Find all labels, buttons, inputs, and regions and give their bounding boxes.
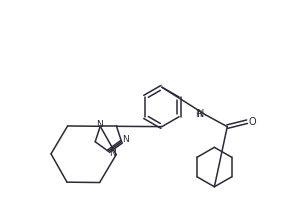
Text: N: N (109, 149, 116, 158)
Text: N: N (96, 120, 103, 129)
Text: H: H (195, 110, 202, 119)
Text: N: N (122, 135, 129, 144)
Text: N: N (197, 109, 205, 119)
Text: O: O (248, 117, 256, 127)
